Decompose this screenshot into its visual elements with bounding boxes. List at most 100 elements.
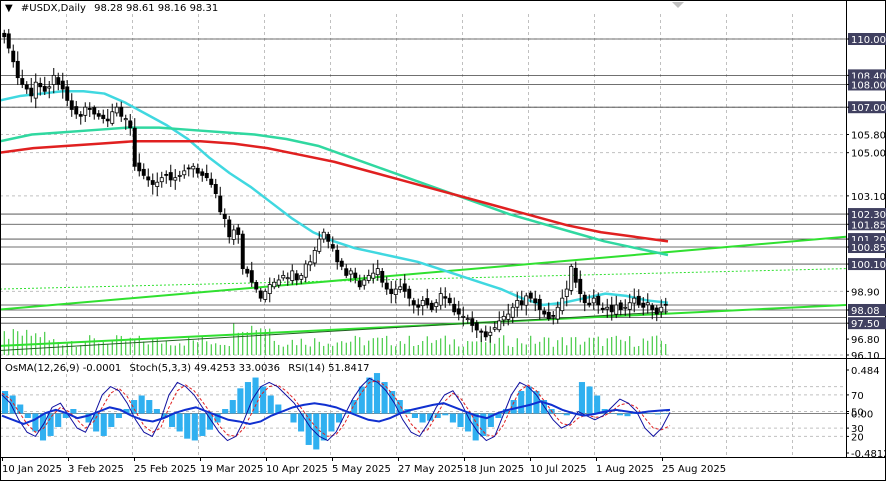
candle-body [524, 295, 529, 306]
candle-body [20, 78, 25, 85]
osma-bar [191, 413, 198, 441]
candle-body [596, 295, 601, 306]
trend-line [0, 303, 847, 347]
candle-body [501, 315, 506, 321]
candle-body [96, 113, 101, 117]
candle-body [2, 32, 7, 38]
candle-body [218, 195, 223, 213]
price-label: 108.40 [851, 71, 886, 82]
osma-bar [108, 413, 115, 427]
candle-body [546, 311, 551, 320]
symbol-label: #USDX,Daily [20, 3, 86, 14]
candle-body [609, 304, 614, 313]
candle-body [434, 302, 439, 308]
trend-line [0, 235, 847, 311]
candle-body [186, 167, 191, 170]
osma-bar [146, 400, 153, 414]
candle-body [519, 300, 524, 306]
osma-bar [457, 413, 464, 427]
osma-label: OsMA(12,26,9) -0.0001 [5, 363, 122, 374]
candle-body [119, 106, 124, 117]
candle-body [24, 84, 29, 90]
osma-bar [336, 413, 343, 423]
candle-body [663, 303, 668, 306]
candle-body [641, 302, 646, 308]
osma-bar [237, 388, 244, 414]
candle-body [528, 292, 533, 299]
candle-body [474, 322, 479, 331]
price-tick-label: 105.00 [851, 149, 886, 160]
candle-body [213, 184, 218, 194]
osma-bar [442, 413, 449, 416]
osma-bar [389, 391, 396, 414]
indicator-tick-label: -0.4812 [851, 449, 886, 460]
osma-bar [2, 391, 9, 414]
candle-body [285, 277, 290, 280]
candle-body [150, 180, 155, 185]
candle-body [623, 306, 628, 309]
candle-body [101, 114, 106, 119]
candle-body [416, 304, 421, 308]
candle-body [447, 297, 452, 304]
osma-bar [427, 413, 434, 421]
date-label: 27 May 2025 [398, 464, 463, 475]
osma-bar [313, 413, 320, 450]
candle-body [587, 302, 592, 306]
price-label: 97.50 [851, 319, 880, 330]
candle-body [537, 298, 542, 310]
candle-body [578, 278, 583, 295]
candle-body [452, 303, 457, 313]
candle-body [60, 80, 65, 90]
osma-bar [138, 395, 145, 414]
candle-body [393, 288, 398, 295]
osma-bar [275, 404, 282, 414]
candle-body [614, 304, 619, 315]
candle-body [272, 281, 277, 288]
candle-body [344, 268, 349, 276]
candle-body [389, 288, 394, 295]
scroll-marker-icon [672, 2, 684, 8]
candle-body [515, 300, 520, 308]
osma-bar [381, 382, 388, 414]
rsi-label: RSI(14) 51.8417 [288, 363, 370, 374]
osma-bar [184, 413, 191, 439]
stoch-label: Stoch(5,3,3) 49.4253 33.0036 [129, 363, 281, 374]
osma-bar [609, 413, 616, 414]
price-label-box [848, 258, 886, 271]
osma-bar [358, 386, 365, 414]
candle-body [425, 298, 430, 306]
price-label: 108.00 [851, 80, 886, 91]
candle-body [182, 170, 187, 176]
osma-bar [366, 377, 373, 414]
osma-bar [616, 413, 623, 416]
candle-body [429, 302, 434, 310]
stoch-signal-line [1, 380, 671, 437]
candle-body [263, 290, 268, 300]
candle-body [281, 275, 286, 279]
collapse-arrow-icon[interactable]: ▼ [5, 3, 13, 14]
candle-body [299, 275, 304, 280]
candle-body [497, 320, 502, 331]
price-label-box [848, 101, 886, 114]
price-label-box [848, 208, 886, 221]
candle-body [317, 238, 322, 252]
osma-bar [411, 413, 418, 418]
osma-bar [260, 386, 267, 414]
osma-bar [662, 413, 669, 414]
candle-body [6, 33, 11, 49]
candle-body [582, 294, 587, 304]
date-label: 10 Jan 2025 [2, 464, 62, 475]
candle-body [321, 231, 326, 240]
osma-bar [70, 409, 77, 414]
candle-body [204, 172, 209, 179]
date-labels: 10 Jan 2025 3 Feb 2025 25 Feb 2025 19 Mar 2… [2, 457, 726, 475]
candle-body [542, 310, 547, 315]
date-label: 5 May 2025 [332, 464, 391, 475]
candle-body [290, 270, 295, 281]
osma-bar [518, 391, 525, 414]
candle-body [326, 234, 331, 242]
indicator-tick-label: 50 [851, 408, 864, 419]
candle-body [168, 172, 173, 181]
